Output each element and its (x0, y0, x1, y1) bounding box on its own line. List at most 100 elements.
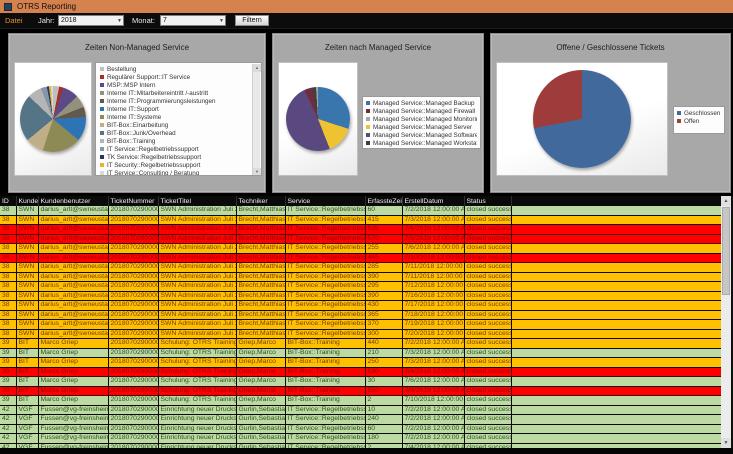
panel-open-closed-tickets: Offene / Geschlossene Tickets Geschlosse… (490, 33, 731, 193)
table-cell-filler (511, 395, 721, 406)
table-cell: SWN Administration Juli 2018 (158, 262, 237, 273)
chart-area (496, 62, 668, 176)
table-row[interactable]: 38SWNdarius_arlt@swneustadt.de2018070290… (0, 206, 721, 216)
menu-item-datei[interactable]: Datei (5, 16, 23, 25)
table-row[interactable]: 38SWNdarius_arlt@swneustadt.de2018070290… (0, 234, 721, 244)
scroll-down-icon[interactable]: ▼ (253, 168, 261, 175)
jahr-label: Jahr: (38, 16, 55, 25)
legend-label: Geschlossen (684, 109, 721, 117)
table-row[interactable]: 42VGFFussen@vg-freinsheim.de201807029000… (0, 405, 721, 415)
legend-scrollbar[interactable]: ▲ ▼ (252, 64, 261, 175)
table-cell: SWN Administration Juli 2018 (158, 215, 237, 225)
table-cell: 7/6/2018 12:00:00 AM (402, 376, 465, 387)
table-cell: Marco Griep (38, 357, 109, 368)
table-cell: closed successful (464, 424, 512, 434)
column-header[interactable]: Kundenbenutzer (38, 196, 109, 206)
legend-swatch-icon (100, 131, 104, 135)
table-cell: SWN (16, 319, 39, 330)
table-cell: Griep,Marco (236, 386, 286, 396)
legend-swatch-icon (100, 107, 104, 111)
table-row[interactable]: 38SWNdarius_arlt@swneustadt.de2018070290… (0, 253, 721, 263)
jahr-select[interactable]: 2018 ▼ (58, 15, 124, 26)
table-row[interactable]: 42VGFFussen@vg-freinsheim.de201807029000… (0, 414, 721, 425)
table-row[interactable]: 38SWNdarius_arlt@swneustadt.de2018070290… (0, 215, 721, 225)
table-cell-filler (511, 281, 721, 292)
table-cell: 2018070290000111 (108, 262, 159, 273)
column-header[interactable]: Service (285, 196, 366, 206)
legend-label: BIT-Box::Training (107, 137, 156, 145)
table-cell: 365 (365, 310, 403, 320)
table-cell: darius_arlt@swneustadt.de (38, 310, 109, 320)
table-cell: Marco Griep (38, 338, 109, 349)
table-cell: SWN (16, 310, 39, 320)
table-row[interactable]: 38SWNdarius_arlt@swneustadt.de2018070290… (0, 310, 721, 320)
scrollbar-thumb[interactable] (722, 207, 730, 295)
table-cell: SWN Administration Juli 2018 (158, 300, 237, 311)
column-header[interactable]: ErstellDatum (402, 196, 465, 206)
table-cell: 2018070290000111 (108, 319, 159, 330)
table-row[interactable]: 38SWNdarius_arlt@swneustadt.de2018070290… (0, 319, 721, 330)
table-cell: 42 (0, 405, 17, 415)
table-cell-filler (511, 329, 721, 339)
column-header[interactable]: ID (0, 196, 17, 206)
table-cell: 60 (365, 206, 403, 216)
table-cell: 7/2/2018 12:00:00 AM (402, 433, 465, 444)
table-cell: VGF (16, 405, 39, 415)
table-cell: darius_arlt@swneustadt.de (38, 319, 109, 330)
column-header[interactable]: ErfassteZeit (365, 196, 403, 206)
scroll-down-icon[interactable]: ▼ (721, 438, 731, 448)
column-header[interactable]: TicketNummer (108, 196, 159, 206)
table-cell-filler (511, 206, 721, 216)
table-cell: Brecht,Matthias (236, 281, 286, 292)
legend-label: IT Service::Regelbetriebssupport (107, 145, 199, 153)
table-cell-filler (511, 243, 721, 254)
monat-select[interactable]: 7 ▼ (160, 15, 226, 26)
legend-label: Managed Service::Managed Server (373, 123, 473, 131)
table-row[interactable]: 38SWNdarius_arlt@swneustadt.de2018070290… (0, 281, 721, 292)
table-cell: Gurlin,Sebastian (236, 433, 286, 444)
table-row[interactable]: 38SWNdarius_arlt@swneustadt.de2018070290… (0, 272, 721, 282)
table-row[interactable]: 38SWNdarius_arlt@swneustadt.de2018070290… (0, 300, 721, 311)
table-cell: VGF (16, 424, 39, 434)
table-cell-filler (511, 424, 721, 434)
table-cell: darius_arlt@swneustadt.de (38, 215, 109, 225)
legend-item: BIT-Box::Einarbeitung (100, 121, 251, 129)
table-row[interactable]: 42VGFFussen@vg-freinsheim.de201807029000… (0, 424, 721, 434)
column-header[interactable]: TicketTitel (158, 196, 237, 206)
filtern-button[interactable]: Filtern (235, 15, 269, 26)
table-cell: Gurlin,Sebastian (236, 405, 286, 415)
table-cell: SWN Administration Juli 2018 (158, 272, 237, 282)
column-header[interactable]: Status (464, 196, 512, 206)
table-row[interactable]: 38SWNdarius_arlt@swneustadt.de2018070290… (0, 262, 721, 273)
table-cell: closed successful (464, 348, 512, 358)
table-cell: Griep,Marco (236, 367, 286, 377)
table-row[interactable]: 38SWNdarius_arlt@swneustadt.de2018070290… (0, 243, 721, 254)
column-header[interactable]: Kunde (16, 196, 39, 206)
table-row[interactable]: 38SWNdarius_arlt@swneustadt.de2018070290… (0, 224, 721, 235)
scroll-up-icon[interactable]: ▲ (253, 64, 261, 72)
column-header[interactable]: Techniker (236, 196, 286, 206)
table-cell: SWN (16, 272, 39, 282)
table-cell: 7/10/2018 12:00:00 AM (402, 253, 465, 263)
table-cell: 42 (0, 424, 17, 434)
table-row[interactable]: 38SWNdarius_arlt@swneustadt.de2018070290… (0, 329, 721, 339)
table-cell: 2018070290000121 (108, 395, 159, 406)
table-cell: 42 (0, 414, 17, 425)
legend-item: MSP::MSP Intern (100, 81, 251, 89)
title-bar: OTRS Reporting (0, 0, 733, 13)
chevron-down-icon: ▼ (219, 18, 224, 24)
table-cell: 180 (365, 433, 403, 444)
table-row[interactable]: 38SWNdarius_arlt@swneustadt.de2018070290… (0, 291, 721, 301)
table-cell: darius_arlt@swneustadt.de (38, 224, 109, 235)
scroll-up-icon[interactable]: ▲ (721, 196, 731, 206)
table-row[interactable]: 42VGFFussen@vg-freinsheim.de201807029000… (0, 433, 721, 444)
legend-swatch-icon (366, 141, 370, 145)
table-scrollbar[interactable]: ▲ ▼ (721, 196, 731, 448)
